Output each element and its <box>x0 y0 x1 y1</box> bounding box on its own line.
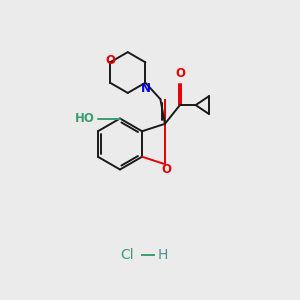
Text: HO: HO <box>75 112 94 125</box>
Text: N: N <box>141 82 151 94</box>
Text: O: O <box>175 67 185 80</box>
Text: Cl: Cl <box>121 248 134 262</box>
Text: H: H <box>158 248 168 262</box>
Text: O: O <box>161 163 171 176</box>
Text: O: O <box>105 54 115 67</box>
